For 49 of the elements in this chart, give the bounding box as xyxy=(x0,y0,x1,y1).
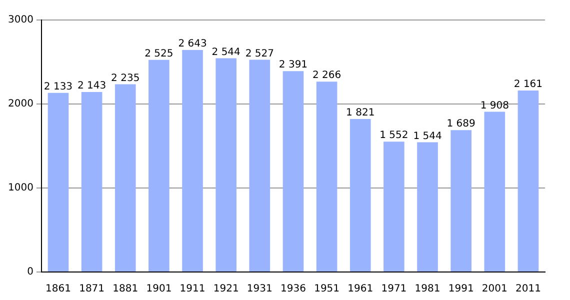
y-tick-label: 3000 xyxy=(8,14,34,26)
y-tick-label: 1000 xyxy=(8,182,34,194)
bar xyxy=(384,142,404,272)
bar xyxy=(282,71,304,272)
bar xyxy=(182,50,203,272)
y-tick-label: 2000 xyxy=(8,98,34,110)
data-label: 2 525 xyxy=(144,48,174,60)
x-tick-label: 2011 xyxy=(515,284,541,295)
data-label: 1 821 xyxy=(346,108,375,119)
x-tick-label: 2001 xyxy=(482,284,508,295)
x-tick-label: 1871 xyxy=(79,284,105,295)
y-tick-label: 0 xyxy=(27,266,34,278)
bar xyxy=(518,90,539,272)
bar xyxy=(316,82,338,272)
data-label: 2 235 xyxy=(111,72,140,84)
bar xyxy=(216,58,236,272)
data-label: 2 133 xyxy=(44,81,73,92)
bar xyxy=(350,119,371,272)
data-label: 2 161 xyxy=(514,79,543,90)
bar xyxy=(148,60,170,272)
data-label: 2 143 xyxy=(77,80,106,92)
x-tick-label: 1991 xyxy=(448,284,474,295)
data-label: 2 544 xyxy=(212,46,240,58)
bar xyxy=(81,92,102,272)
data-label: 2 527 xyxy=(245,48,274,60)
x-tick-label: 1931 xyxy=(246,284,272,295)
bar xyxy=(249,60,270,272)
x-tick-label: 1911 xyxy=(180,284,206,295)
data-label: 1 544 xyxy=(413,130,442,142)
x-tick-label: 1901 xyxy=(146,284,172,295)
x-tick-label: 1951 xyxy=(314,284,340,295)
x-tick-label: 1861 xyxy=(46,284,71,295)
x-tick-label: 1936 xyxy=(280,284,306,295)
data-label: 2 643 xyxy=(178,38,207,50)
x-tick-label: 1971 xyxy=(381,284,407,295)
bar xyxy=(450,130,472,272)
x-tick-label: 1961 xyxy=(348,284,374,295)
x-tick-label: 1881 xyxy=(112,284,138,295)
x-tick-label: 1981 xyxy=(414,284,440,295)
bar xyxy=(417,142,438,272)
bar xyxy=(484,112,506,272)
bar xyxy=(48,92,69,272)
bar xyxy=(114,84,136,272)
data-label: 1 908 xyxy=(480,100,509,112)
x-tick-label: 1921 xyxy=(213,284,239,295)
data-label: 2 266 xyxy=(312,70,342,82)
data-label: 1 689 xyxy=(446,118,476,130)
data-label: 1 552 xyxy=(380,130,408,142)
data-label: 2 391 xyxy=(278,60,308,71)
